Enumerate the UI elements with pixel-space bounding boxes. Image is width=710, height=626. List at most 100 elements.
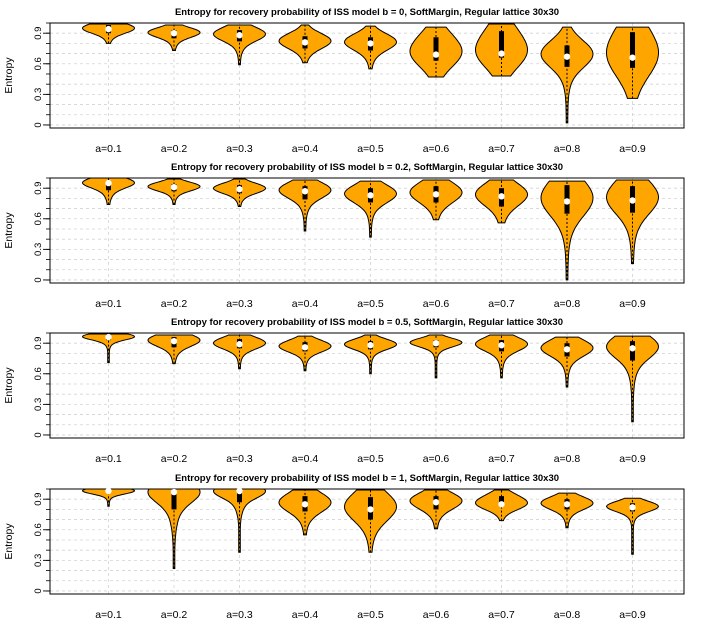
violin-box bbox=[630, 32, 635, 68]
violin-box bbox=[171, 490, 177, 510]
violin-body bbox=[605, 335, 660, 423]
chart-panel: Entropy for recovery probability of ISS … bbox=[3, 7, 685, 155]
y-axis-label: Entropy bbox=[3, 523, 15, 560]
x-tick-label: a=0.1 bbox=[95, 609, 122, 621]
violin-body bbox=[212, 488, 267, 553]
violin-median bbox=[301, 39, 309, 46]
violin-body bbox=[147, 488, 201, 569]
violin-median bbox=[105, 179, 112, 187]
x-tick-label: a=0.3 bbox=[226, 453, 253, 465]
violin-median bbox=[563, 198, 571, 205]
chart-title: Entropy for recovery probability of ISS … bbox=[175, 7, 559, 18]
violin-median bbox=[498, 501, 505, 508]
x-tick-label: a=0.4 bbox=[292, 453, 319, 465]
violin-median bbox=[236, 186, 243, 193]
violin-median bbox=[105, 333, 112, 341]
violin-body bbox=[147, 334, 201, 365]
violin-median bbox=[629, 504, 636, 511]
x-tick-label: a=0.6 bbox=[423, 143, 450, 155]
violin-median bbox=[432, 191, 440, 198]
violin-median bbox=[170, 337, 178, 345]
x-tick-label: a=0.5 bbox=[357, 143, 384, 155]
y-tick-label: 0 bbox=[33, 432, 44, 437]
violin-box bbox=[237, 490, 242, 503]
violin-median bbox=[301, 188, 309, 195]
plot-frame bbox=[49, 332, 685, 439]
x-tick-label: a=0.7 bbox=[488, 609, 515, 621]
violin-median bbox=[432, 339, 440, 347]
x-tick-label: a=0.4 bbox=[292, 609, 319, 621]
violin-median bbox=[236, 487, 243, 495]
x-tick-label: a=0.2 bbox=[161, 609, 188, 621]
y-tick-label: 0.3 bbox=[33, 398, 44, 411]
x-tick-label: a=0.1 bbox=[95, 453, 122, 465]
violin-median bbox=[367, 342, 374, 349]
violin-body bbox=[343, 334, 398, 375]
y-tick-label: 0.9 bbox=[33, 27, 44, 40]
x-tick-label: a=0.3 bbox=[226, 609, 253, 621]
violin-body bbox=[343, 489, 398, 553]
violin-median bbox=[629, 54, 636, 61]
chart-title: Entropy for recovery probability of ISS … bbox=[171, 317, 563, 328]
x-tick-label: a=0.5 bbox=[357, 298, 384, 310]
violin-median bbox=[563, 501, 571, 508]
x-tick-label: a=0.8 bbox=[554, 453, 581, 465]
violin-box bbox=[433, 37, 439, 61]
x-tick-label: a=0.6 bbox=[423, 298, 450, 310]
chart-panel: Entropy for recovery probability of ISS … bbox=[3, 473, 685, 621]
x-tick-label: a=0.8 bbox=[554, 143, 581, 155]
violin-median bbox=[301, 344, 309, 351]
x-tick-label: a=0.5 bbox=[357, 609, 384, 621]
x-tick-label: a=0.9 bbox=[619, 143, 646, 155]
violin-median bbox=[432, 499, 440, 506]
violin-median bbox=[498, 342, 505, 349]
violin-median bbox=[170, 488, 178, 496]
y-tick-label: 0 bbox=[33, 122, 44, 127]
violin-body bbox=[409, 489, 463, 530]
x-tick-label: a=0.7 bbox=[488, 143, 515, 155]
violin-body bbox=[212, 24, 267, 66]
violin-median bbox=[498, 193, 505, 200]
violin-median bbox=[170, 183, 178, 191]
y-tick-label: 0.9 bbox=[33, 182, 44, 195]
chart-panel: Entropy for recovery probability of ISS … bbox=[3, 317, 685, 465]
violin-median bbox=[563, 346, 571, 353]
x-tick-label: a=0.9 bbox=[619, 453, 646, 465]
chart-title: Entropy for recovery probability of ISS … bbox=[175, 473, 559, 484]
violin-median bbox=[236, 32, 243, 39]
chart-title: Entropy for recovery probability of ISS … bbox=[171, 162, 563, 173]
x-tick-label: a=0.8 bbox=[554, 298, 581, 310]
y-tick-label: 0.6 bbox=[33, 57, 44, 70]
y-tick-label: 0 bbox=[33, 277, 44, 282]
x-tick-label: a=0.2 bbox=[161, 143, 188, 155]
x-tick-label: a=0.2 bbox=[161, 298, 188, 310]
violin-body bbox=[278, 489, 332, 536]
violin-median bbox=[563, 53, 571, 60]
x-tick-label: a=0.9 bbox=[619, 609, 646, 621]
y-axis-label: Entropy bbox=[3, 367, 15, 404]
y-tick-label: 0.9 bbox=[33, 337, 44, 350]
x-tick-label: a=0.1 bbox=[95, 143, 122, 155]
y-tick-label: 0 bbox=[33, 588, 44, 593]
violin-median bbox=[432, 51, 440, 58]
y-tick-label: 0.3 bbox=[33, 554, 44, 567]
plot-frame bbox=[49, 22, 685, 129]
x-tick-label: a=0.9 bbox=[619, 298, 646, 310]
violin-median bbox=[629, 345, 636, 352]
x-tick-label: a=0.4 bbox=[292, 143, 319, 155]
x-tick-label: a=0.4 bbox=[292, 298, 319, 310]
x-tick-label: a=0.8 bbox=[554, 609, 581, 621]
y-tick-label: 0.3 bbox=[33, 88, 44, 101]
x-tick-label: a=0.3 bbox=[226, 298, 253, 310]
plot-frame bbox=[49, 177, 685, 284]
y-tick-label: 0.6 bbox=[33, 523, 44, 536]
violin-body bbox=[540, 26, 594, 124]
chart-panel: Entropy for recovery probability of ISS … bbox=[3, 162, 685, 310]
violin-median bbox=[629, 197, 636, 204]
x-tick-label: a=0.6 bbox=[423, 453, 450, 465]
violin-box bbox=[499, 31, 504, 58]
x-tick-label: a=0.7 bbox=[488, 453, 515, 465]
x-tick-label: a=0.2 bbox=[161, 453, 188, 465]
